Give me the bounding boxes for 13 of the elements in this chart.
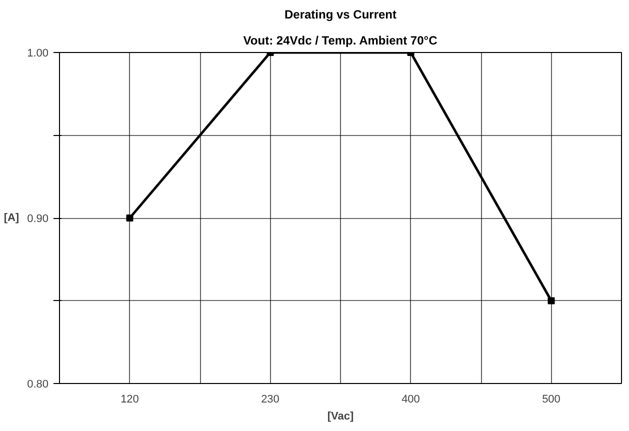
point [548, 297, 555, 304]
y-tick-label: 1.00 [27, 48, 49, 60]
point [126, 214, 134, 222]
x-tick-label: 500 [542, 394, 560, 406]
y-tick-label: 0.80 [27, 378, 49, 390]
x-axis-title: [Vac] [327, 410, 354, 422]
chart-title: Derating vs Current [284, 8, 397, 22]
chart-subtitle: Vout: 24Vdc / Temp. Ambient 70°C [243, 34, 438, 48]
y-tick-label: 0.90 [27, 213, 49, 225]
x-tick-label: 120 [120, 394, 139, 406]
y-axis-title: [A] [4, 212, 20, 224]
x-tick-label: 230 [261, 394, 280, 406]
x-tick-label: 400 [402, 394, 420, 406]
